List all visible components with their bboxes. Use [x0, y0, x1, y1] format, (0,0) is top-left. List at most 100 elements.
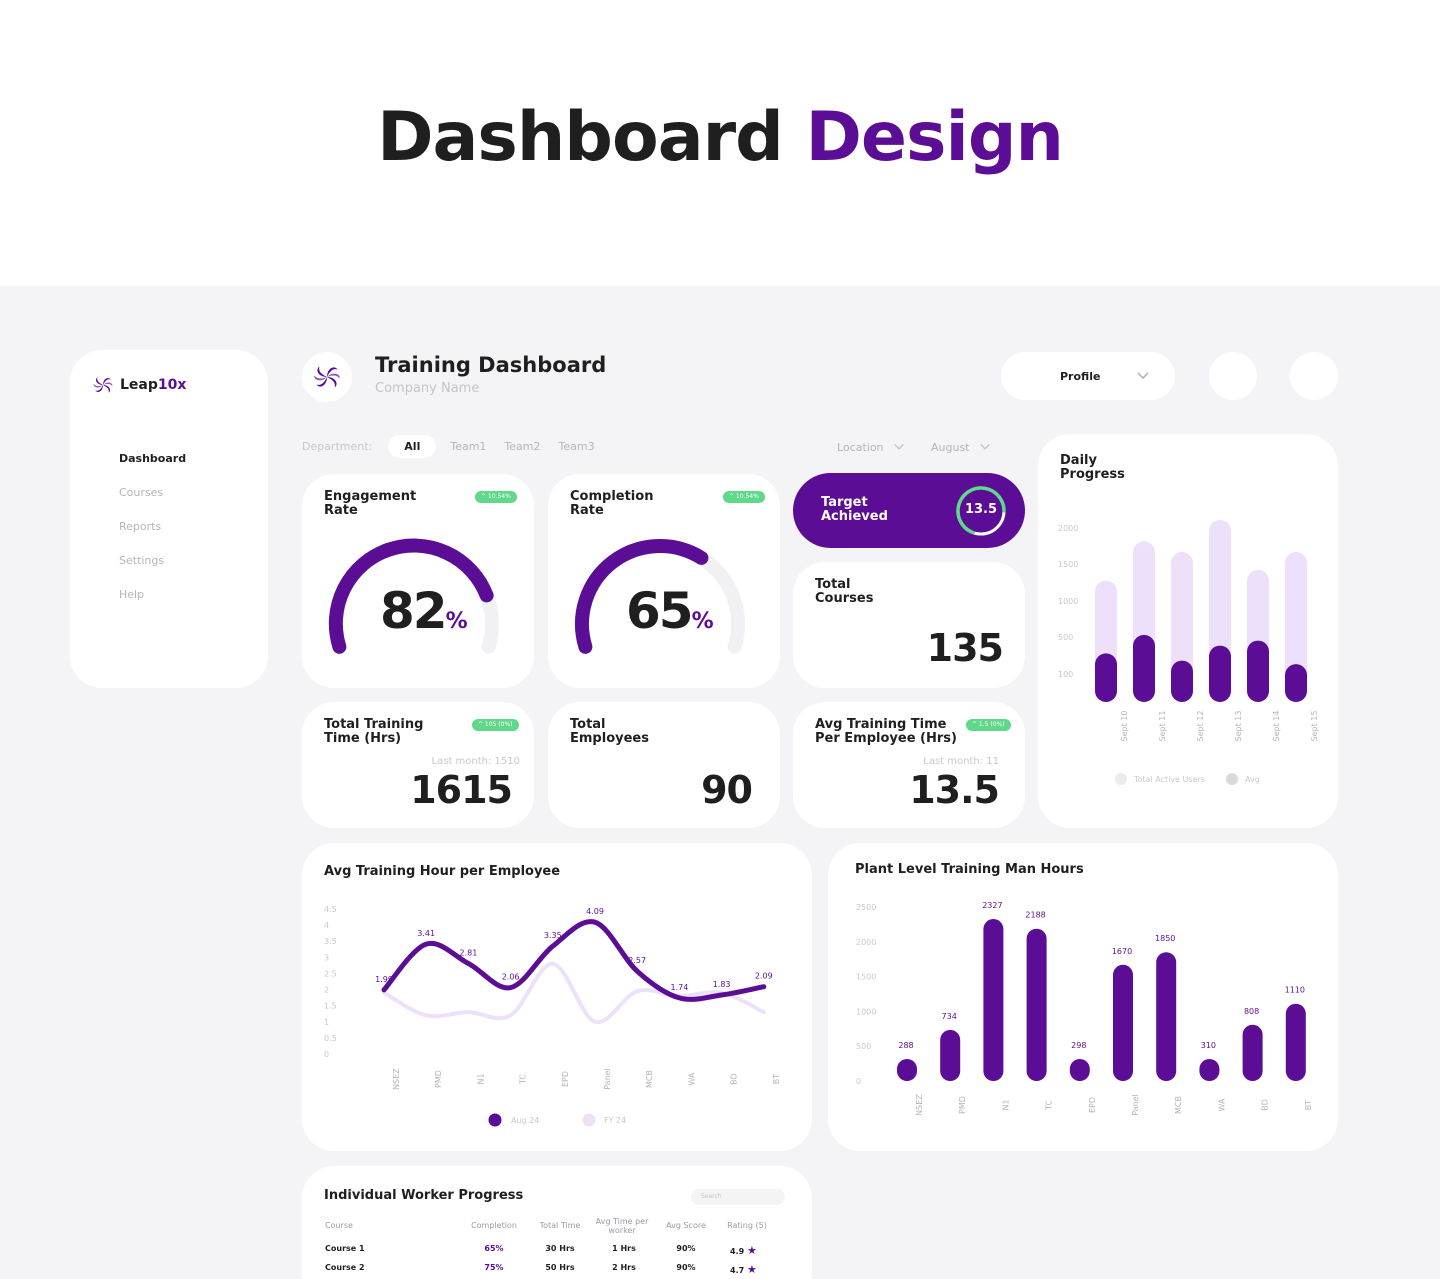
plant-training-chart: 2500 2000 1500 1000 500 0 288 NSEZ 734 PMD 2327 N1 2…	[856, 901, 1313, 1116]
cell-course: Course 2	[325, 1263, 365, 1272]
y-tick-label: 500	[1058, 633, 1073, 642]
month-dropdown[interactable]: August	[931, 440, 992, 454]
sidebar-item-courses[interactable]: Courses	[119, 486, 164, 499]
card-title-line2: Rate	[324, 503, 358, 518]
cell-completion: 65%	[484, 1244, 504, 1253]
card-title-line2: Employees	[570, 731, 649, 746]
brand-logo[interactable]: Leap10x	[92, 374, 186, 396]
y-tick-label: 2500	[856, 903, 876, 912]
data-label: 4.09	[586, 907, 604, 916]
data-label: 808	[1244, 1007, 1259, 1016]
total-employees-value: 90	[701, 768, 753, 812]
card-title-line1: Engagement	[324, 489, 417, 504]
location-dropdown[interactable]: Location	[837, 440, 906, 454]
rating-value: 4.9	[730, 1247, 745, 1256]
notification-button[interactable]	[1209, 352, 1257, 400]
data-label: 1.99	[375, 975, 393, 984]
avg-training-time-card[interactable]: Avg Training Time Per Employee (Hrs) ^ 1…	[793, 702, 1025, 828]
growth-badge: ^ 1.5 (0%)	[966, 719, 1011, 731]
completion-value: 65%	[626, 582, 714, 640]
target-ring	[956, 486, 1006, 536]
card-title-line2: Time (Hrs)	[324, 731, 402, 746]
x-tick-label: PMD	[434, 1070, 443, 1088]
y-tick-label: 3	[324, 953, 329, 962]
column-header-avg-score[interactable]: Avg Score	[666, 1221, 706, 1230]
filter-chip-team3[interactable]: Team3	[558, 439, 595, 453]
card-title: Total Training Time (Hrs)	[324, 718, 423, 746]
y-tick-label: 4	[324, 921, 329, 930]
x-tick-label: WA	[687, 1072, 696, 1085]
filter-chip-team2[interactable]: Team2	[504, 439, 541, 453]
profile-dropdown[interactable]: Profile	[1001, 352, 1175, 400]
gauge-unit: %	[445, 609, 468, 634]
brand-name-prefix: Leap	[120, 377, 158, 393]
filter-chip-team1[interactable]: Team1	[450, 439, 487, 453]
card-title-line1: Total	[570, 717, 606, 732]
settings-button[interactable]	[1290, 352, 1338, 400]
sidebar-item-dashboard[interactable]: Dashboard	[119, 452, 187, 465]
data-label: 1110	[1285, 986, 1305, 995]
total-courses-card[interactable]: Total Courses 135	[793, 562, 1025, 688]
card-title: Avg Training Hour per Employee	[324, 864, 561, 879]
data-label: 3.41	[417, 929, 435, 938]
y-tick-label: 1	[324, 1018, 329, 1027]
data-label: 734	[942, 1012, 957, 1021]
profile-label: Profile	[1060, 370, 1101, 383]
card-title-line2: Rate	[570, 503, 604, 518]
x-tick-label: WA	[1217, 1098, 1226, 1111]
chevron-down-icon	[893, 443, 904, 450]
gauge-number: 82	[380, 582, 448, 640]
data-label: 288	[898, 1041, 913, 1050]
cell-total-time: 50 Hrs	[545, 1263, 575, 1272]
x-tick-label: NSEZ	[915, 1094, 924, 1116]
cell-course: Course 1	[325, 1244, 365, 1253]
column-header-avg-time[interactable]: Avg Time per worker	[595, 1217, 649, 1235]
column-header-total-time[interactable]: Total Time	[539, 1221, 581, 1230]
bar-avg	[1285, 664, 1307, 702]
daily-progress-card: Daily Progress 2000 1500 1000 500 100 Sept 10…	[1038, 434, 1338, 828]
legend-swatch-total-active-users	[1115, 773, 1127, 785]
location-label: Location	[837, 440, 884, 454]
y-tick-label: 2	[324, 986, 329, 995]
x-tick-label: Sept 14	[1272, 711, 1281, 742]
y-tick-label: 0	[856, 1077, 861, 1086]
y-tick-label: 2.5	[324, 969, 337, 978]
column-header-course[interactable]: Course	[325, 1221, 353, 1230]
card-title-line2: Progress	[1060, 467, 1125, 482]
bar-avg	[1095, 653, 1117, 702]
total-employees-card[interactable]: Total Employees 90	[548, 702, 780, 828]
card-title: Target Achieved	[821, 496, 888, 524]
column-header-rating[interactable]: Rating (5)	[727, 1221, 767, 1230]
x-tick-label: Panel	[1131, 1094, 1140, 1116]
chevron-down-icon	[979, 443, 990, 450]
y-tick-label: 1000	[856, 1007, 876, 1016]
completion-rate-card[interactable]: Completion Rate ^ 10.54% 65%	[548, 474, 780, 688]
avg-training-hour-chart: 4.5 4 3.5 3 2.5 2 1.5 1 0.5 0 1.99 3.41 2.81 2.06 3.35…	[324, 905, 781, 1127]
y-tick-label: 2000	[856, 938, 876, 947]
total-training-time-card[interactable]: Total Training Time (Hrs) ^ 105 (0%) Las…	[302, 702, 534, 828]
legend-label: Aug 24	[511, 1116, 539, 1125]
hero-title-accent: Design	[805, 98, 1063, 177]
x-tick-label: BT	[1304, 1100, 1313, 1110]
growth-badge: ^ 10.54%	[475, 491, 517, 503]
card-title: Total Courses	[815, 578, 873, 606]
search-input[interactable]: Search	[691, 1189, 785, 1205]
card-title-line1: Completion	[570, 489, 654, 504]
filter-chip-all[interactable]: All	[388, 434, 437, 458]
sidebar-item-help[interactable]: Help	[119, 588, 145, 601]
total-training-time-value: 1615	[410, 768, 513, 812]
target-achieved-card[interactable]: Target Achieved 13.5	[793, 473, 1025, 548]
sidebar-item-reports[interactable]: Reports	[119, 520, 162, 533]
x-tick-label: BD	[730, 1073, 739, 1085]
bar-plant-hours	[1113, 964, 1133, 1081]
rating-value: 4.7	[730, 1266, 745, 1275]
sidebar-item-settings[interactable]: Settings	[119, 554, 165, 567]
bar-plant-hours	[1026, 928, 1047, 1081]
data-label: 1670	[1112, 947, 1132, 956]
x-tick-label: MCB	[1174, 1096, 1183, 1114]
cell-avg-time: 2 Hrs	[612, 1263, 636, 1272]
engagement-gauge	[328, 538, 499, 654]
engagement-rate-card[interactable]: Engagement Rate ^ 10.54% 82%	[302, 474, 534, 688]
data-label: 1.83	[713, 980, 731, 989]
column-header-completion[interactable]: Completion	[471, 1221, 517, 1230]
